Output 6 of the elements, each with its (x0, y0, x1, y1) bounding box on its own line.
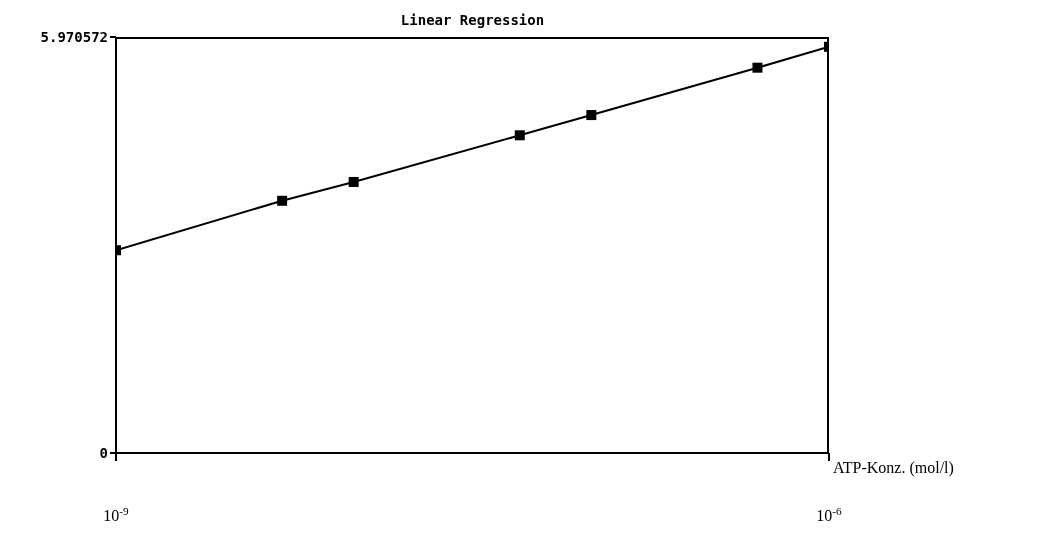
chart-title: Linear Regression (399, 12, 546, 28)
x-tick-label: 10$^{-6}$ (816, 505, 843, 524)
x-tick-label: 10$^{-9}$ (103, 505, 130, 524)
x-axis-title: ATP-Konz. (mol/l) (833, 459, 954, 477)
y-tick-label: 0 (99, 444, 108, 461)
y-tick-label: 5.970572 (40, 28, 108, 45)
